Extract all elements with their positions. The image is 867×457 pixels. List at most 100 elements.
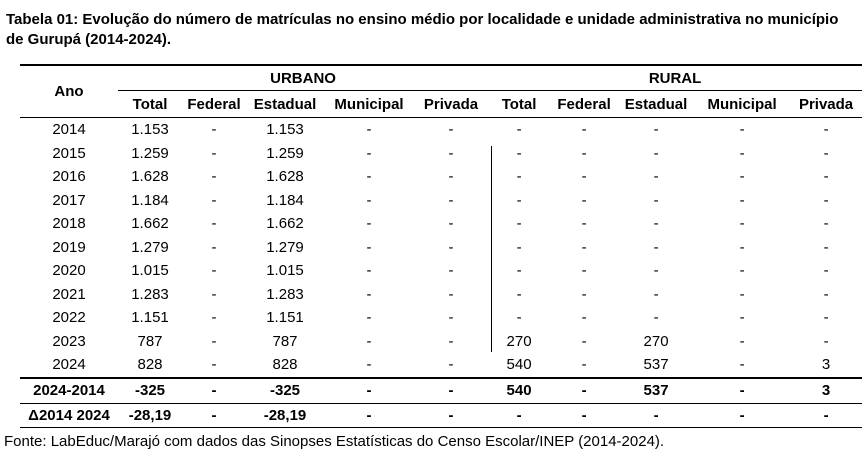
value-cell: - <box>550 376 619 403</box>
value-cell: 1.279 <box>266 238 304 256</box>
value-cell: - <box>823 168 829 186</box>
value-cell: - <box>366 168 372 186</box>
value-cell: 1.184 <box>266 191 304 209</box>
value-cell: - <box>739 215 745 233</box>
value-cell: - <box>581 191 587 209</box>
value-cell: 828 <box>272 356 298 374</box>
value-cell: 1.153 <box>266 121 304 139</box>
value-cell: - <box>581 309 587 327</box>
table-row: 2021 1.283 - 1.283 - - - - - - - <box>20 283 862 307</box>
value-cell: - <box>581 356 587 374</box>
value-cell: - <box>823 215 829 233</box>
col-header: Total <box>488 90 551 118</box>
value-cell: - <box>694 376 791 403</box>
value-cell: - <box>448 144 454 162</box>
col-header: Total <box>118 90 182 118</box>
value-cell: - <box>516 144 522 162</box>
value-cell: - <box>366 262 372 280</box>
value-cell: - <box>448 168 454 186</box>
value-cell: - <box>488 402 551 428</box>
table-row: 2022 1.151 - 1.151 - - - - - - - <box>20 306 862 330</box>
col-header: Municipal <box>324 90 414 118</box>
value-cell: - <box>581 262 587 280</box>
value-cell: - <box>366 309 372 327</box>
value-cell: - <box>653 285 659 303</box>
value-cell: - <box>211 215 217 233</box>
value-cell: - <box>448 285 454 303</box>
value-cell: - <box>366 144 372 162</box>
value-cell: 3 <box>821 356 831 374</box>
table-row: 2024 828 - 828 - - 540 - 537 - 3 <box>20 353 862 378</box>
header-urbano: URBANO <box>118 65 489 91</box>
table-row: 2016 1.628 - 1.628 - - - - - - - <box>20 165 862 189</box>
year-cell: 2020 <box>52 262 86 280</box>
table-row: 2018 1.662 - 1.662 - - - - - - - <box>20 212 862 236</box>
header-rural: RURAL <box>488 65 863 91</box>
value-cell: - <box>739 332 745 350</box>
value-cell: - <box>739 121 745 139</box>
col-header: Federal <box>182 90 246 118</box>
value-cell: - <box>581 168 587 186</box>
column-divider <box>491 146 492 352</box>
header-ano: Ano <box>20 65 118 118</box>
year-cell: 2017 <box>52 191 86 209</box>
value-cell: - <box>739 285 745 303</box>
value-cell: - <box>211 191 217 209</box>
value-cell: - <box>694 402 791 428</box>
value-cell: - <box>516 285 522 303</box>
value-cell: 1.151 <box>131 309 169 327</box>
year-cell: 2015 <box>52 144 86 162</box>
value-cell: - <box>653 262 659 280</box>
col-header: Federal <box>550 90 619 118</box>
value-cell: - <box>823 262 829 280</box>
value-cell: - <box>366 121 372 139</box>
value-cell: - <box>581 121 587 139</box>
value-cell: - <box>211 356 217 374</box>
year-cell: 2021 <box>52 285 86 303</box>
value-cell: - <box>324 376 414 403</box>
year-cell: 2024-2014 <box>20 376 118 403</box>
value-cell: 1.662 <box>131 215 169 233</box>
value-cell: - <box>823 191 829 209</box>
table-row: 2019 1.279 - 1.279 - - - - - - - <box>20 236 862 260</box>
value-cell: - <box>618 402 695 428</box>
value-cell: - <box>653 191 659 209</box>
value-cell: - <box>448 332 454 350</box>
value-cell: - <box>448 309 454 327</box>
value-cell: - <box>823 144 829 162</box>
col-header: Privada <box>790 90 863 118</box>
value-cell: - <box>366 332 372 350</box>
value-cell: - <box>823 309 829 327</box>
value-cell: 1.184 <box>131 191 169 209</box>
value-cell: - <box>653 144 659 162</box>
value-cell: 1.151 <box>266 309 304 327</box>
year-cell: 2023 <box>52 332 86 350</box>
value-cell: 1.662 <box>266 215 304 233</box>
value-cell: 1.628 <box>266 168 304 186</box>
value-cell: - <box>324 402 414 428</box>
value-cell: -325 <box>246 376 324 403</box>
value-cell: - <box>581 285 587 303</box>
table-title: Tabela 01: Evolução do número de matrícu… <box>6 11 839 48</box>
value-cell: - <box>448 191 454 209</box>
value-cell: - <box>823 121 829 139</box>
value-cell: - <box>182 402 246 428</box>
value-cell: - <box>211 168 217 186</box>
value-cell: - <box>739 238 745 256</box>
value-cell: - <box>448 262 454 280</box>
summary-row: 2024-2014 -325- -325- -540-537-3 <box>20 376 863 403</box>
value-cell: 540 <box>488 376 551 403</box>
value-cell: - <box>653 121 659 139</box>
table-row: 2017 1.184 - 1.184 - - - - - - - <box>20 189 862 213</box>
value-cell: 537 <box>643 356 669 374</box>
value-cell: - <box>448 121 454 139</box>
value-cell: - <box>653 309 659 327</box>
value-cell: 537 <box>618 376 695 403</box>
value-cell: - <box>211 309 217 327</box>
value-cell: 1.259 <box>266 144 304 162</box>
value-cell: - <box>211 121 217 139</box>
value-cell: 1.259 <box>131 144 169 162</box>
value-cell: 1.283 <box>131 285 169 303</box>
col-header: Privada <box>414 90 489 118</box>
